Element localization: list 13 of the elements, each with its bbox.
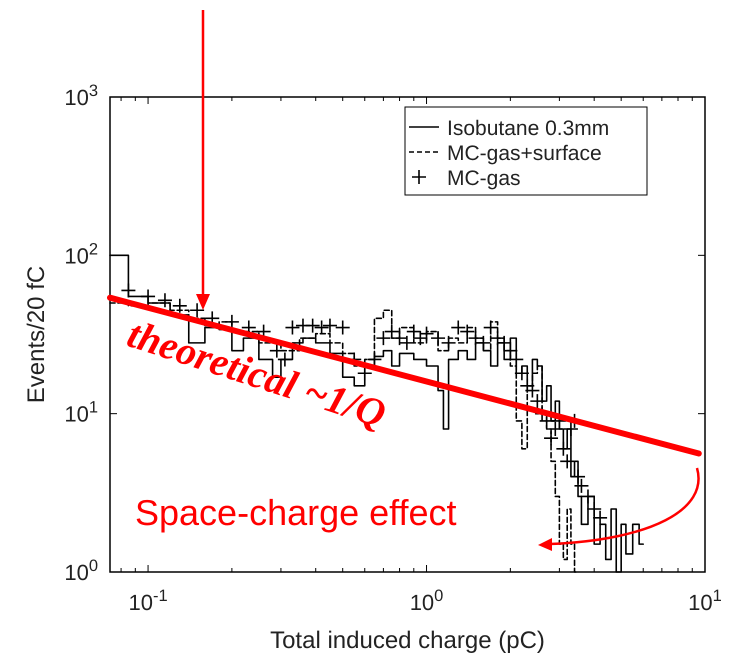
- legend-label: Isobutane 0.3mm: [447, 117, 610, 140]
- x-tick-label: 10$^{0}$: [410, 587, 444, 615]
- y-axis-title: Events/20 fC: [23, 266, 50, 404]
- x-tick-label: 10$^{-1}$: [128, 587, 168, 615]
- y-tick-label: 10$^{0}$: [64, 557, 98, 585]
- y-tick-label: 10$^{1}$: [64, 398, 98, 427]
- y-tick-label: 10$^{3}$: [64, 82, 98, 110]
- legend-label: MC-gas: [447, 167, 521, 190]
- x-axis-title: Total induced charge (pC): [270, 627, 545, 654]
- x-tick-label: 10$^{1}$: [688, 587, 722, 615]
- y-tick-label: 10$^{2}$: [64, 240, 98, 268]
- annotation: Space-charge effect: [135, 492, 457, 533]
- legend-label: MC-gas+surface: [447, 142, 602, 165]
